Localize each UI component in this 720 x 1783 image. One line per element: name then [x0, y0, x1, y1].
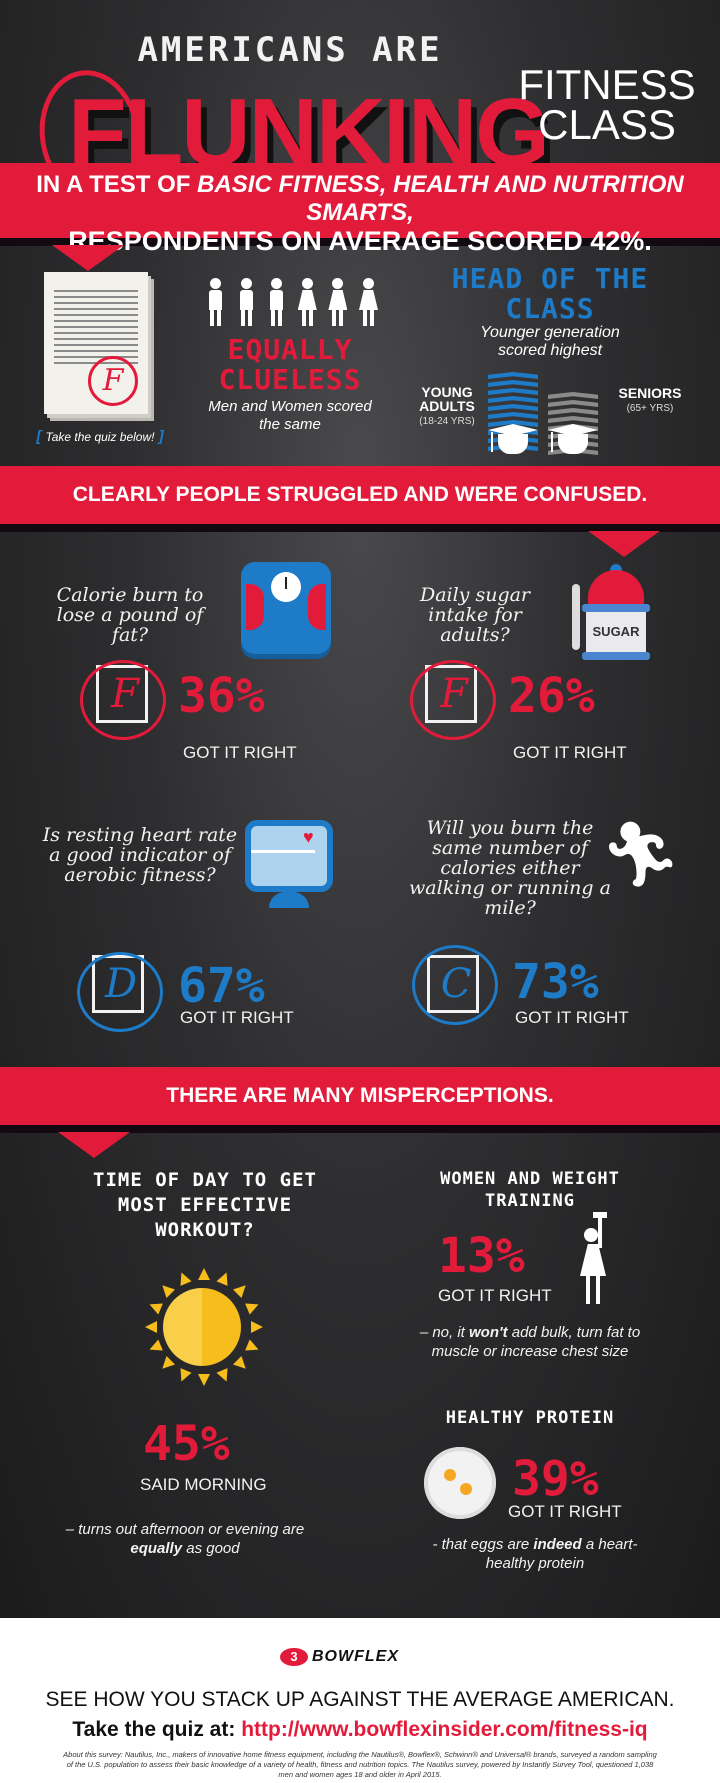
percent-morning: 45%: [143, 1416, 230, 1472]
struggled-banner: CLEARLY PEOPLE STRUGGLED AND WERE CONFUS…: [0, 466, 720, 524]
question-resting-heart-rate: Is resting heart rate a good indicator o…: [42, 824, 238, 886]
intro-prefix: IN A TEST OF: [36, 171, 198, 198]
banner-pointer-2: [588, 531, 660, 557]
percent-women-weights: 13%: [438, 1228, 525, 1284]
graded-test-paper-icon: F: [44, 272, 148, 414]
seniors-text: SENIORS: [618, 385, 682, 401]
runner-icon: 🏃︎: [600, 818, 682, 890]
caption-1: GOT IT RIGHT: [183, 743, 297, 762]
caption-protein: GOT IT RIGHT: [508, 1502, 622, 1521]
head-of-class-title: HEAD OF THE CLASS: [451, 262, 649, 325]
young-adults-text: YOUNG ADULTS: [419, 384, 475, 414]
grade-ring-3: [77, 952, 163, 1032]
head-of-class-sub: Younger generation scored highest: [480, 324, 620, 359]
seniors-label: SENIORS (65+ YRS): [612, 385, 688, 414]
grade-letter-4: C: [440, 961, 472, 1007]
man-lifting-icon: [203, 270, 228, 326]
sugar-jar-icon: SUGAR: [572, 562, 652, 662]
caption-said-morning: SAID MORNING: [140, 1475, 267, 1494]
caption-3: GOT IT RIGHT: [180, 1008, 294, 1027]
title-americans-are: AMERICANS ARE: [137, 30, 443, 70]
percent-4: 73%: [512, 954, 599, 1010]
man-phone-icon: [264, 270, 289, 326]
woman-shrug-icon: [325, 270, 350, 326]
grad-cap-icon-senior: [548, 424, 598, 458]
equally-clueless-sub: Men and Women scored the same: [208, 398, 372, 433]
bracket-right: ]: [154, 428, 164, 445]
intro-banner: IN A TEST OF BASIC FITNESS, HEALTH AND N…: [0, 163, 720, 255]
percent-2: 26%: [508, 668, 595, 724]
question-calorie-burn: Calorie burn to lose a pound of fat?: [56, 584, 204, 646]
percent-3: 67%: [178, 958, 265, 1014]
grade-letter-3: D: [104, 961, 138, 1007]
grade-letter-1: F: [111, 671, 139, 717]
grade-letter-2: F: [440, 671, 468, 717]
sugar-jar-label: SUGAR: [586, 612, 646, 652]
paper-lines: [54, 290, 138, 366]
caption-2: GOT IT RIGHT: [513, 743, 627, 762]
intro-line2: RESPONDENTS ON AVERAGE SCORED 42%.: [68, 226, 652, 256]
misperceptions-banner: THERE ARE MANY MISPERCEPTIONS.: [0, 1067, 720, 1125]
woman-confused-icon: [356, 270, 381, 326]
question-daily-sugar: Daily sugar intake for adults?: [419, 584, 531, 646]
eggs-plate-icon: [424, 1447, 496, 1519]
title-fitness-class: FITNESS CLASS: [512, 61, 702, 148]
woman-barbell-icon: [295, 270, 320, 326]
quiz-url-link[interactable]: http://www.bowflexinsider.com/fitness-iq: [241, 1718, 648, 1741]
banner-pointer-3: [58, 1132, 130, 1158]
question-healthy-protein: HEALTHY PROTEIN: [445, 1408, 615, 1428]
bowflex-logo[interactable]: 3 BOWFLEX: [280, 1648, 440, 1668]
percent-protein: 39%: [512, 1451, 599, 1507]
young-adults-label: YOUNG ADULTS (18-24 YRS): [412, 385, 482, 429]
title-class: CLASS: [538, 101, 676, 148]
note-time-of-day: – turns out afternoon or evening are equ…: [65, 1521, 305, 1557]
bowflex-mark-icon: 3: [280, 1648, 308, 1666]
grade-ring-2: [410, 660, 496, 740]
cta-quiz-line: Take the quiz at: http://www.bowflexinsi…: [0, 1718, 720, 1742]
grade-ring-1: [80, 660, 166, 740]
footer: 3 BOWFLEX SEE HOW YOU STACK UP AGAINST T…: [0, 1618, 720, 1783]
grad-cap-icon-young: [488, 424, 538, 458]
confused-people-icons: [203, 270, 381, 326]
intro-italic: BASIC FITNESS, HEALTH AND NUTRITION SMAR…: [197, 171, 684, 226]
paper-grade: F: [88, 356, 138, 406]
scale-icon: [241, 562, 331, 654]
sun-icon: [143, 1268, 263, 1386]
quiz-cta-text: Take the quiz below!: [45, 430, 155, 444]
question-women-weights: WOMEN AND WEIGHT TRAINING: [440, 1169, 620, 1211]
note-women-weights: – no, it won't add bulk, turn fat to mus…: [419, 1324, 641, 1360]
bowflex-wordmark: BOWFLEX: [312, 1648, 399, 1665]
woman-dumbbell-icon: [580, 1210, 616, 1306]
seniors-age: (65+ YRS): [626, 403, 674, 414]
intro-line1: IN A TEST OF BASIC FITNESS, HEALTH AND N…: [0, 171, 720, 227]
heart-icon: ♥: [303, 827, 314, 847]
caption-women-weights: GOT IT RIGHT: [438, 1286, 552, 1305]
caption-4: GOT IT RIGHT: [515, 1008, 629, 1027]
survey-fine-print: About this survey: Nautilus, Inc., maker…: [63, 1750, 657, 1779]
bracket-left: [: [36, 428, 46, 445]
cta-headline: SEE HOW YOU STACK UP AGAINST THE AVERAGE…: [45, 1688, 675, 1711]
question-walk-vs-run: Will you burn the same number of calorie…: [409, 817, 611, 919]
percent-1: 36%: [178, 668, 265, 724]
young-adults-age: (18-24 YRS): [419, 416, 475, 427]
equally-clueless-title: EQUALLY CLUELESS: [218, 333, 362, 396]
question-time-of-day: TIME OF DAY TO GET MOST EFFECTIVE WORKOU…: [93, 1169, 317, 1241]
take-quiz-link[interactable]: [ Take the quiz below! ]: [30, 428, 170, 445]
note-protein: - that eggs are indeed a heart-healthy p…: [432, 1536, 638, 1572]
title-fitness: FITNESS: [518, 61, 696, 108]
grade-ring-4: [412, 945, 498, 1025]
cta-quiz-prefix: Take the quiz at:: [72, 1718, 242, 1741]
man-confused-icon: [234, 270, 259, 326]
heart-monitor-icon: ♥: [245, 820, 333, 910]
banner-pointer: [52, 245, 124, 271]
